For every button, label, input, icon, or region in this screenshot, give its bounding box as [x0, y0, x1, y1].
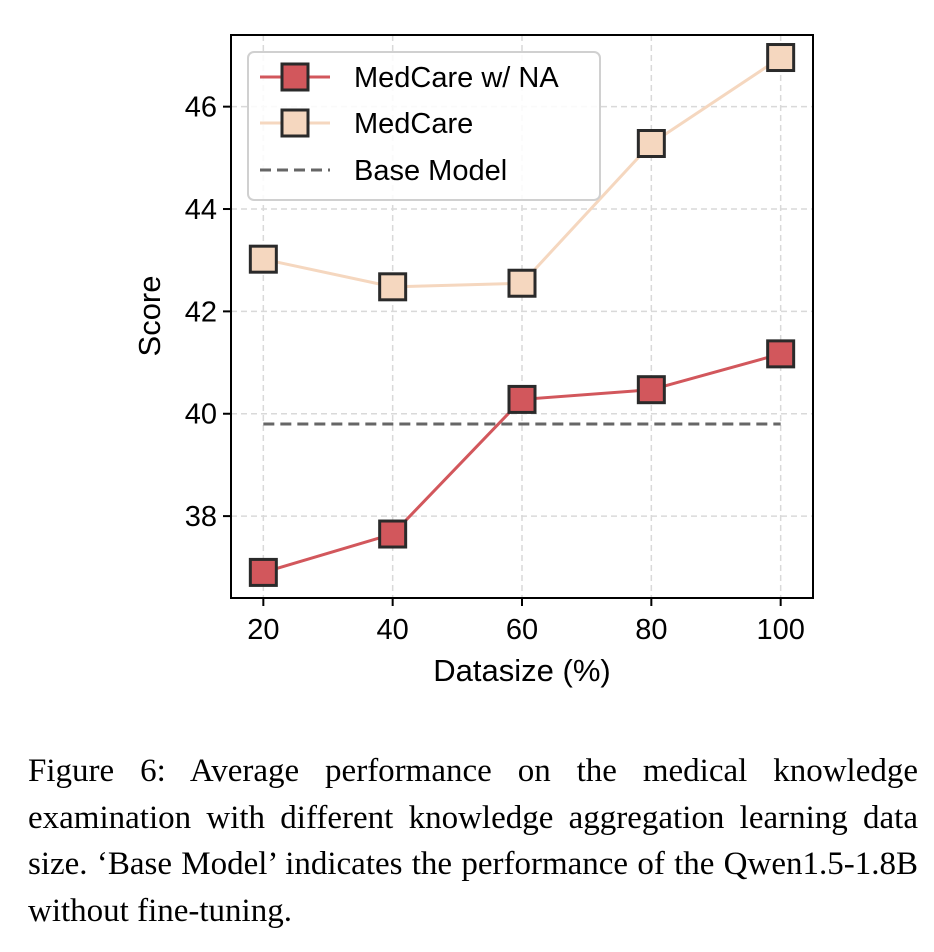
legend-label-medcare-na: MedCare w/ NA: [354, 62, 559, 94]
data-point-medcare: [636, 129, 666, 159]
series-layer: [248, 43, 796, 587]
y-axis-title: Score: [132, 276, 167, 357]
data-point-medcare-w-na: [636, 375, 666, 405]
figure-caption: Figure 6: Average performance on the med…: [28, 753, 918, 929]
x-tick-label: 100: [756, 614, 804, 646]
legend-box: [247, 51, 601, 201]
legend-label-base-model: Base Model: [354, 155, 507, 187]
x-tick-label: 20: [247, 614, 279, 646]
data-point-medcare: [378, 272, 408, 302]
data-point-medcare-w-na: [766, 339, 796, 369]
line-chart: 20 40 60 80 100 38 40 42 44 46 Datasize (%) Score…: [132, 34, 814, 688]
x-tick-label: 40: [377, 614, 409, 646]
legend-marker-medcare-na: [280, 62, 310, 92]
data-point-medcare: [766, 43, 796, 73]
y-tick-label: 46: [185, 92, 217, 124]
x-axis-title: Datasize (%): [433, 653, 610, 688]
data-point-medcare-w-na: [378, 519, 408, 549]
data-point-medcare: [248, 244, 278, 274]
data-point-medcare: [507, 268, 537, 298]
x-tick-label: 60: [506, 614, 538, 646]
y-tick-label: 44: [185, 194, 217, 226]
x-tick-label: 80: [635, 614, 667, 646]
tick-layer: 20 40 60 80 100 38 40 42 44 46: [185, 92, 805, 646]
y-tick-label: 40: [185, 399, 217, 431]
y-tick-label: 38: [185, 501, 217, 533]
legend-marker-medcare: [280, 108, 310, 138]
y-tick-label: 42: [185, 296, 217, 328]
data-point-medcare-w-na: [507, 384, 537, 414]
legend-label-medcare: MedCare: [354, 108, 473, 140]
data-point-medcare-w-na: [248, 557, 278, 587]
legend: MedCare w/ NA MedCare Base Model: [247, 51, 601, 201]
